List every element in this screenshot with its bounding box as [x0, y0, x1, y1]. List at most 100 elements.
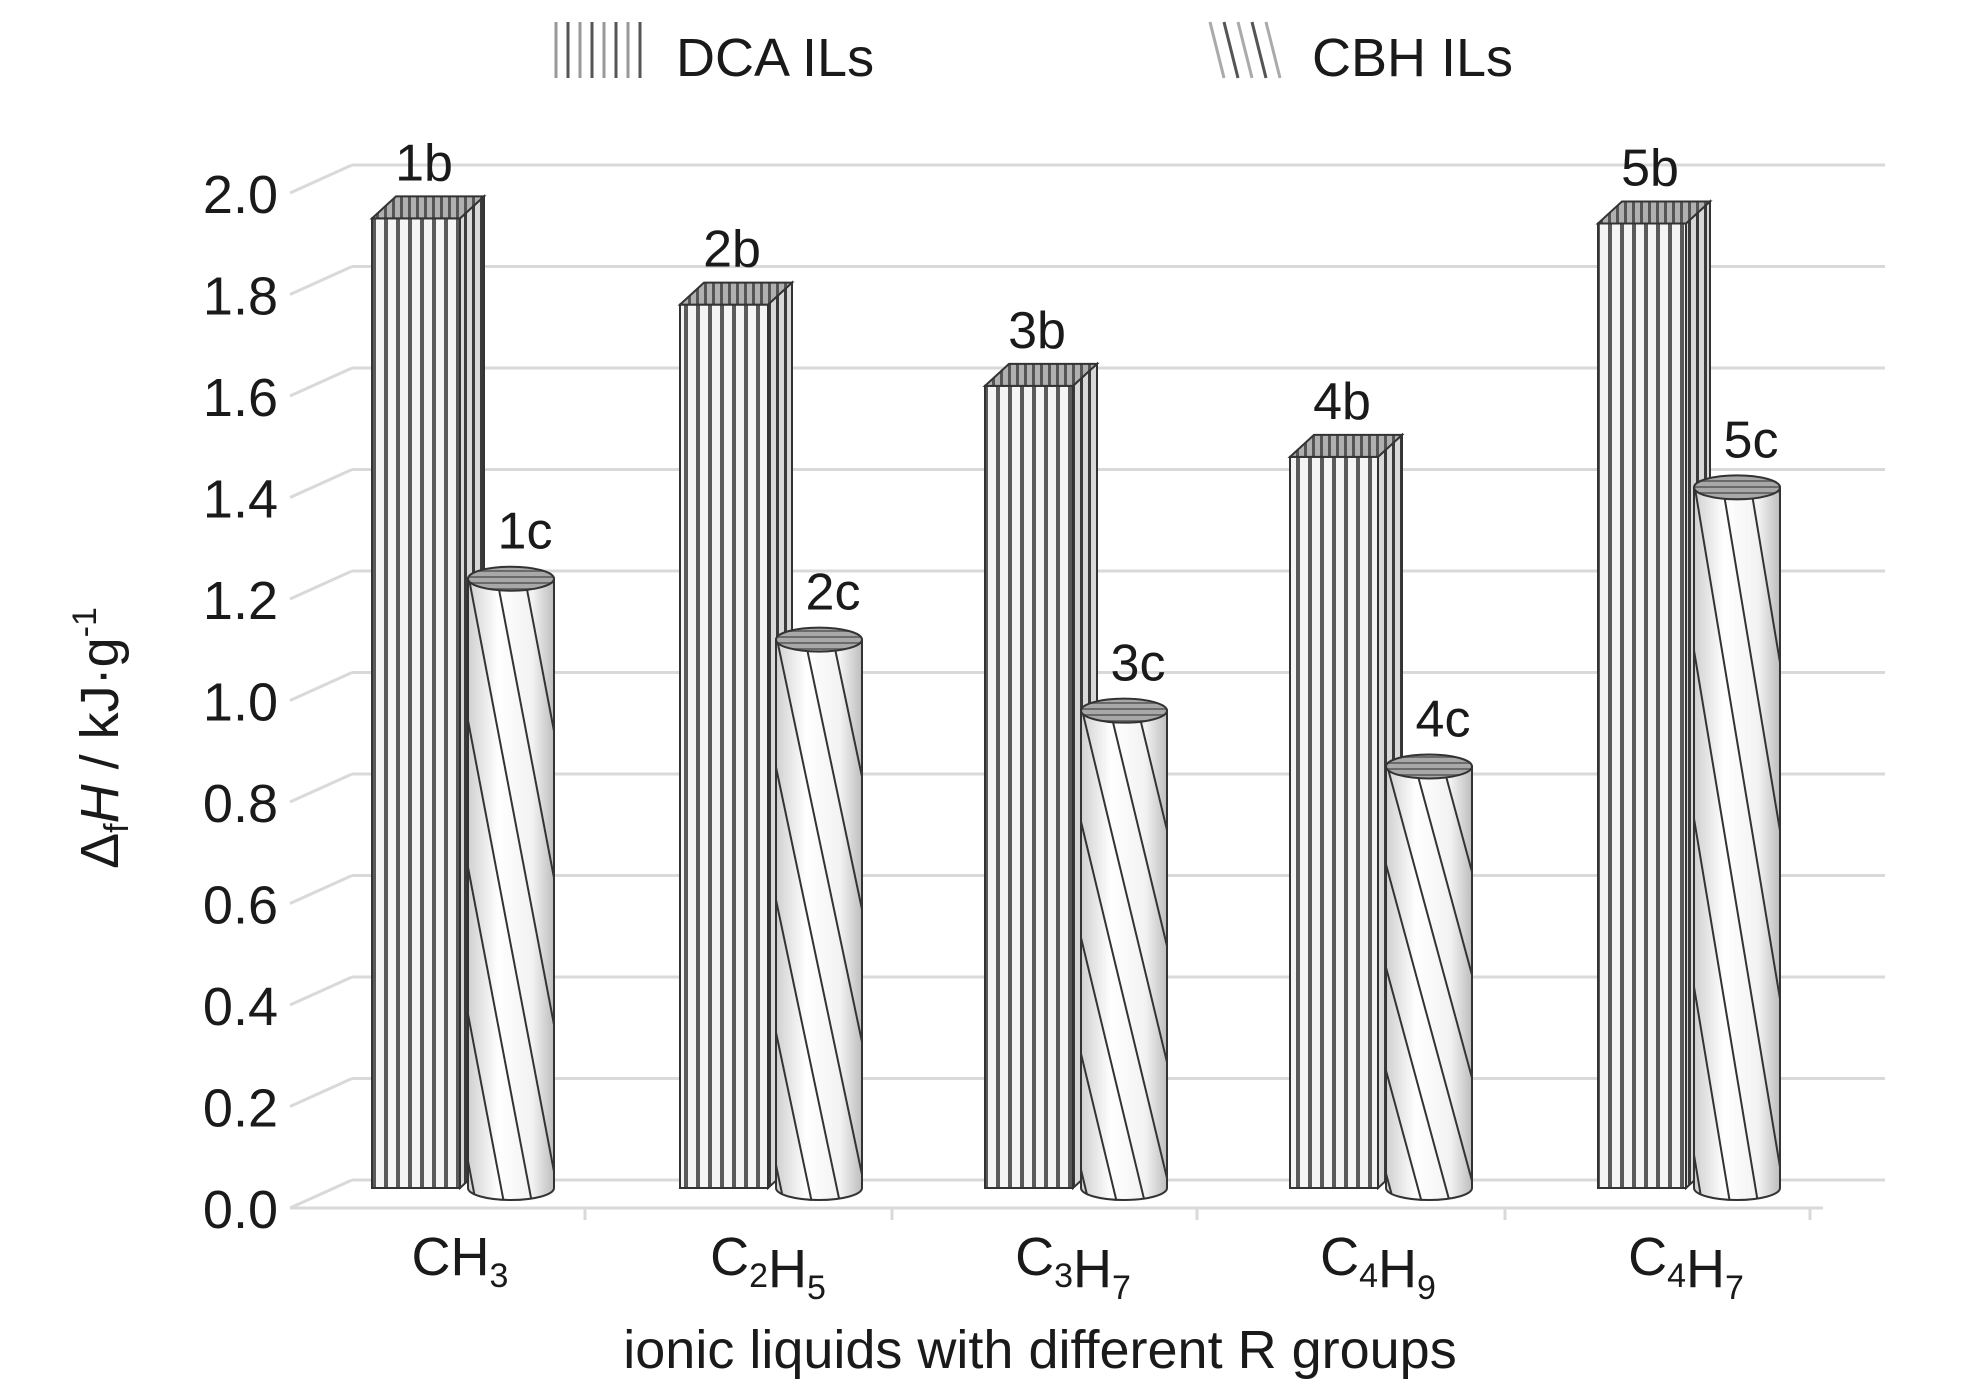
gridline-diag [289, 772, 353, 804]
cylinder-stripes [776, 639, 862, 1200]
gridline-diag [289, 874, 353, 905]
legend-label-cbh-text: CBH ILs [1312, 28, 1513, 88]
y-tick-label: 2.0 [203, 165, 278, 225]
stripe [468, 578, 554, 1200]
bar-top [677, 281, 795, 306]
legend-swatch-diagonal [1208, 21, 1282, 79]
bar-front [679, 303, 769, 1189]
stripe [1413, 766, 1472, 1200]
y-tick-label: 1.4 [203, 470, 278, 530]
stripe [1806, 482, 1926, 1203]
gridline-diag [289, 366, 353, 398]
category-sub: 7 [1725, 1269, 1744, 1307]
y-tick-label: 1.0 [203, 673, 278, 733]
bar-front [984, 384, 1074, 1190]
category-sub: 5 [807, 1269, 826, 1307]
legend-stripe [1250, 21, 1268, 79]
legend-stripe [1236, 21, 1254, 79]
bar-label-dca: 3b [1008, 302, 1066, 360]
bar-front [1597, 222, 1687, 1189]
gridline-diag [289, 163, 353, 195]
stripe [1164, 710, 1167, 1200]
stripe [1777, 487, 1780, 1201]
bar-front [1289, 455, 1379, 1189]
bar-cbh-2 [775, 626, 863, 1201]
x-category-label: C2H5 [710, 1227, 826, 1307]
stripe [468, 578, 533, 1200]
cylinder-body [467, 577, 555, 1201]
stripe [1694, 487, 1759, 1201]
y-tick-label: 0.2 [203, 1079, 278, 1139]
bar-top [1287, 433, 1405, 458]
y-tick-label: 0.8 [203, 774, 278, 834]
cylinder-body [1693, 486, 1781, 1201]
y-title-unit: / kJ·g [70, 637, 130, 784]
y-title-delta: Δ [70, 833, 130, 869]
bar-cbh-4 [1385, 753, 1473, 1201]
stripe [495, 578, 554, 1200]
y-tick-label: 0.6 [203, 876, 278, 936]
bar-dca-5 [1595, 199, 1713, 1191]
bar-label-dca: 5b [1621, 139, 1679, 197]
cylinder-cap [1693, 474, 1781, 501]
category-sub: 3 [1054, 1257, 1073, 1295]
bar-label-cbh: 5c [1724, 411, 1779, 469]
y-tick-label: 1.2 [203, 571, 278, 631]
stripe [1081, 710, 1118, 1200]
category-sub: 4 [1359, 1257, 1378, 1295]
cylinder-stripes [1386, 766, 1472, 1200]
bar-front [371, 217, 461, 1189]
stripe [1694, 487, 1780, 1201]
stripe [859, 639, 862, 1200]
category-sub: 9 [1417, 1269, 1436, 1307]
cylinder-cap [467, 565, 555, 592]
gridline-diag [289, 1077, 353, 1108]
category-base: C [1015, 1227, 1054, 1287]
y-tick-label: 0.0 [203, 1180, 278, 1240]
y-title-var: H [70, 783, 130, 823]
category-sub: 7 [1112, 1269, 1131, 1307]
cylinder-stripes [468, 578, 554, 1200]
x-category-label: C3H7 [1015, 1227, 1131, 1307]
legend-stripe [1208, 21, 1226, 79]
stripe [803, 639, 862, 1200]
cylinder-body [1080, 709, 1168, 1201]
bar-top [1595, 200, 1713, 225]
stripe [776, 639, 841, 1200]
legend-label-cbh: CBH ILs [1312, 28, 1513, 88]
cylinder-cap [775, 626, 863, 653]
category-base: C [1628, 1227, 1667, 1287]
legend-stripe [1264, 21, 1282, 79]
stripe [776, 639, 862, 1200]
y-axis-ticks: 0.0 0.2 0.4 0.6 0.8 1.0 1.2 1.4 1.6 1.8 2.0 [203, 165, 278, 1240]
stripe [1721, 487, 1780, 1201]
gridline-diag [289, 975, 353, 1007]
category-base: C [710, 1227, 749, 1287]
stripe [1862, 482, 1982, 1203]
stripe [468, 578, 554, 1200]
y-title-sup: -1 [66, 607, 104, 637]
stripe [776, 639, 813, 1200]
stripe [1694, 487, 1780, 1201]
cylinder-cap [1080, 697, 1168, 724]
y-tick-label: 0.4 [203, 977, 278, 1037]
y-title-sub: f [98, 823, 136, 833]
y-tick-label: 1.6 [203, 368, 278, 428]
stripe [1108, 710, 1167, 1200]
bar-label-cbh: 2c [806, 564, 861, 622]
category-base: C [1320, 1227, 1359, 1287]
y-axis-title: ΔfH / kJ·g-1 [66, 607, 136, 869]
bar-top [982, 362, 1100, 387]
category-base: H [768, 1239, 807, 1299]
stripe [1749, 487, 1780, 1201]
cylinder-body [775, 638, 863, 1201]
gridline-diag [289, 1178, 353, 1210]
category-base: CH [412, 1227, 490, 1287]
stripe [1386, 766, 1423, 1200]
cylinder-stripes [1081, 710, 1167, 1200]
gridline-diag [289, 468, 353, 499]
bar-label-dca: 4b [1313, 373, 1371, 431]
stripe [831, 639, 862, 1200]
bar-label-cbh: 4c [1416, 690, 1471, 748]
